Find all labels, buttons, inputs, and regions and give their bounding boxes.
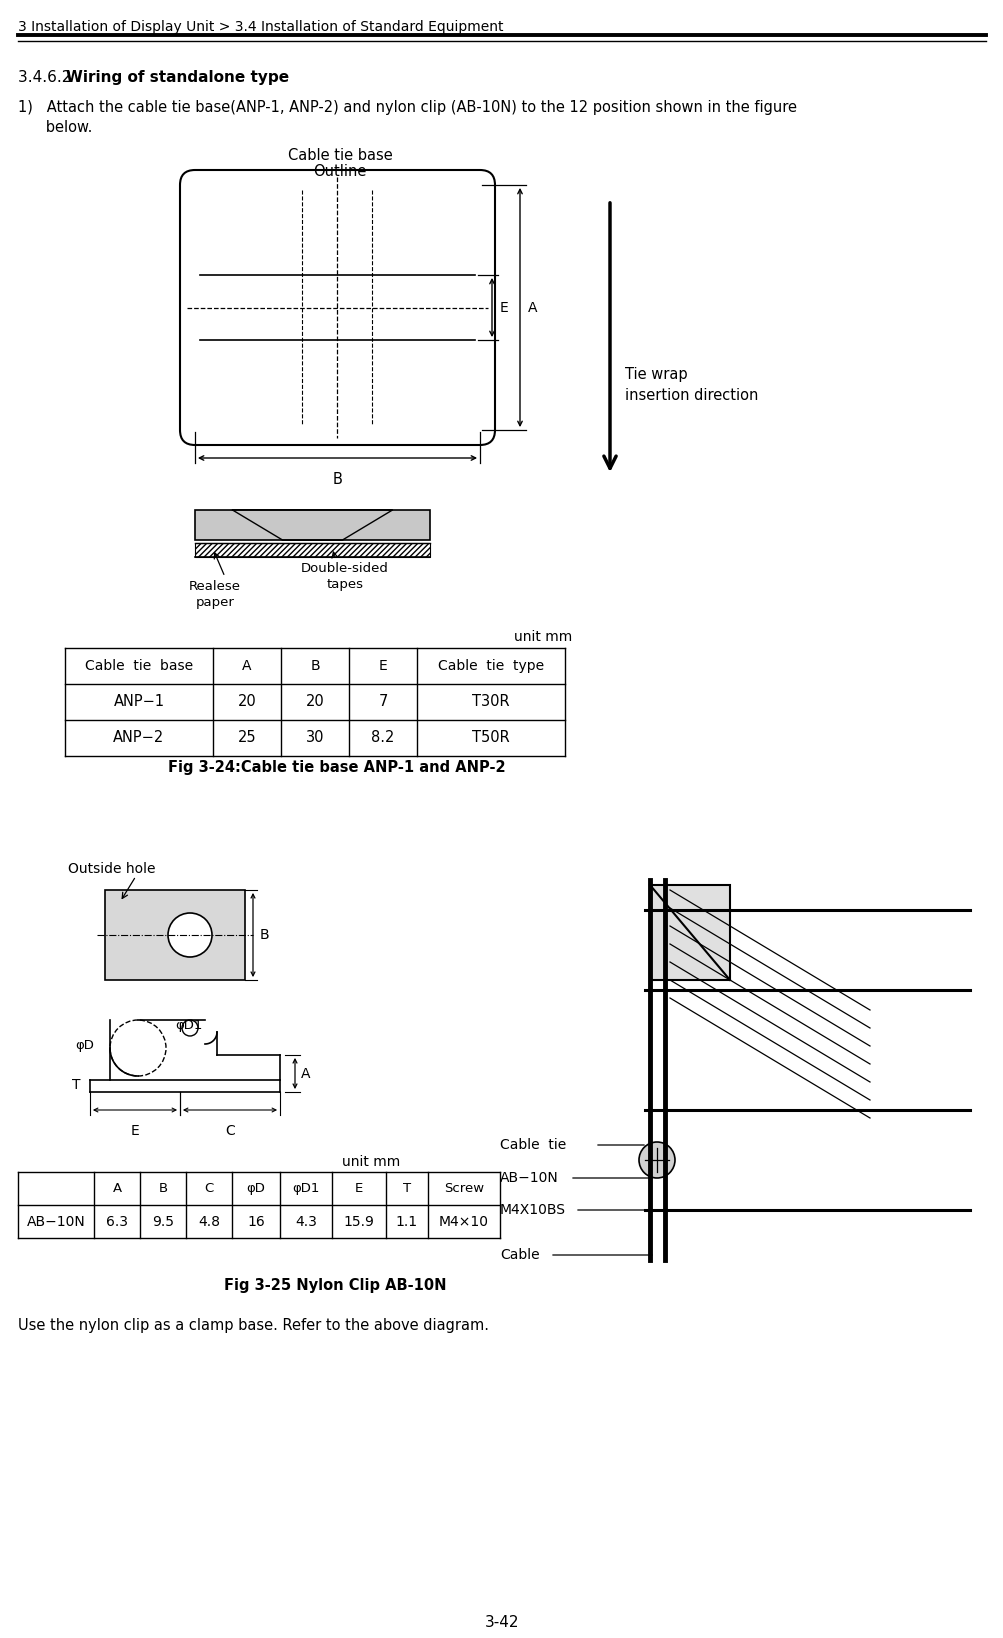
Text: E: E xyxy=(354,1183,363,1196)
Text: M4×10: M4×10 xyxy=(438,1214,488,1228)
Text: φD: φD xyxy=(75,1038,94,1052)
Text: A: A xyxy=(112,1183,121,1196)
Text: T: T xyxy=(402,1183,410,1196)
Text: E: E xyxy=(378,658,387,673)
Text: 20: 20 xyxy=(238,695,256,709)
Bar xyxy=(105,889,245,980)
Text: φD1: φD1 xyxy=(175,1019,203,1032)
Bar xyxy=(195,509,429,541)
Text: T30R: T30R xyxy=(471,695,510,709)
Circle shape xyxy=(638,1142,674,1178)
Text: 3 Installation of Display Unit > 3.4 Installation of Standard Equipment: 3 Installation of Display Unit > 3.4 Ins… xyxy=(18,20,503,34)
Text: 9.5: 9.5 xyxy=(151,1214,174,1228)
Text: ANP−1: ANP−1 xyxy=(113,695,164,709)
Text: Fig 3-25 Nylon Clip AB-10N: Fig 3-25 Nylon Clip AB-10N xyxy=(224,1278,445,1292)
Text: B: B xyxy=(332,472,342,486)
Text: Cable  tie  base: Cable tie base xyxy=(85,658,193,673)
Text: insertion direction: insertion direction xyxy=(625,388,757,403)
FancyBboxPatch shape xyxy=(180,170,494,446)
Text: Realese: Realese xyxy=(189,580,241,593)
Text: T: T xyxy=(72,1078,80,1093)
Text: AB−10N: AB−10N xyxy=(27,1214,85,1228)
Text: 25: 25 xyxy=(238,731,256,745)
Text: Outside hole: Outside hole xyxy=(68,862,155,876)
Text: B: B xyxy=(310,658,320,673)
Text: Tie wrap: Tie wrap xyxy=(625,367,687,383)
Text: E: E xyxy=(499,300,509,314)
Text: 7: 7 xyxy=(378,695,387,709)
Text: AB−10N: AB−10N xyxy=(499,1171,559,1184)
Circle shape xyxy=(168,912,212,957)
Text: E: E xyxy=(130,1124,139,1138)
Text: 15.9: 15.9 xyxy=(343,1214,374,1228)
Text: unit mm: unit mm xyxy=(341,1155,399,1170)
Text: 1.1: 1.1 xyxy=(395,1214,417,1228)
Bar xyxy=(195,544,429,557)
Text: Cable tie base: Cable tie base xyxy=(287,147,392,164)
Text: T50R: T50R xyxy=(471,731,510,745)
Text: 20: 20 xyxy=(305,695,324,709)
Text: 6.3: 6.3 xyxy=(106,1214,127,1228)
Text: C: C xyxy=(205,1183,214,1196)
Text: 4.3: 4.3 xyxy=(295,1214,317,1228)
Polygon shape xyxy=(233,509,392,541)
Text: 8.2: 8.2 xyxy=(371,731,394,745)
Text: Cable  tie: Cable tie xyxy=(499,1138,566,1152)
Text: 1)   Attach the cable tie base(ANP-1, ANP-2) and nylon clip (AB-10N) to the 12 p: 1) Attach the cable tie base(ANP-1, ANP-… xyxy=(18,100,796,115)
Text: 3.4.6.2: 3.4.6.2 xyxy=(18,70,76,85)
Text: 3-42: 3-42 xyxy=(484,1615,519,1630)
Text: B: B xyxy=(158,1183,168,1196)
Text: tapes: tapes xyxy=(326,578,363,591)
Text: Double-sided: Double-sided xyxy=(301,562,388,575)
Text: Fig 3-24:Cable tie base ANP-1 and ANP-2: Fig 3-24:Cable tie base ANP-1 and ANP-2 xyxy=(169,760,506,775)
Text: Outline: Outline xyxy=(313,164,366,179)
Text: A: A xyxy=(242,658,252,673)
Text: B: B xyxy=(260,929,270,942)
Text: C: C xyxy=(225,1124,235,1138)
Text: A: A xyxy=(528,300,537,314)
Text: 4.8: 4.8 xyxy=(198,1214,220,1228)
Text: φD1: φD1 xyxy=(292,1183,319,1196)
Text: 30: 30 xyxy=(306,731,324,745)
Text: φD: φD xyxy=(247,1183,265,1196)
Text: Cable  tie  type: Cable tie type xyxy=(437,658,544,673)
Text: 16: 16 xyxy=(247,1214,265,1228)
Text: A: A xyxy=(301,1066,310,1081)
Text: M4X10BS: M4X10BS xyxy=(499,1202,566,1217)
Bar xyxy=(301,523,323,537)
Text: ANP−2: ANP−2 xyxy=(113,731,164,745)
Bar xyxy=(649,885,729,980)
Text: below.: below. xyxy=(18,120,92,134)
Text: paper: paper xyxy=(196,596,235,609)
Text: Wiring of standalone type: Wiring of standalone type xyxy=(66,70,289,85)
Text: Use the nylon clip as a clamp base. Refer to the above diagram.: Use the nylon clip as a clamp base. Refe… xyxy=(18,1319,488,1333)
Text: Cable: Cable xyxy=(499,1248,539,1261)
Text: unit mm: unit mm xyxy=(514,631,572,644)
Text: Screw: Screw xyxy=(443,1183,483,1196)
